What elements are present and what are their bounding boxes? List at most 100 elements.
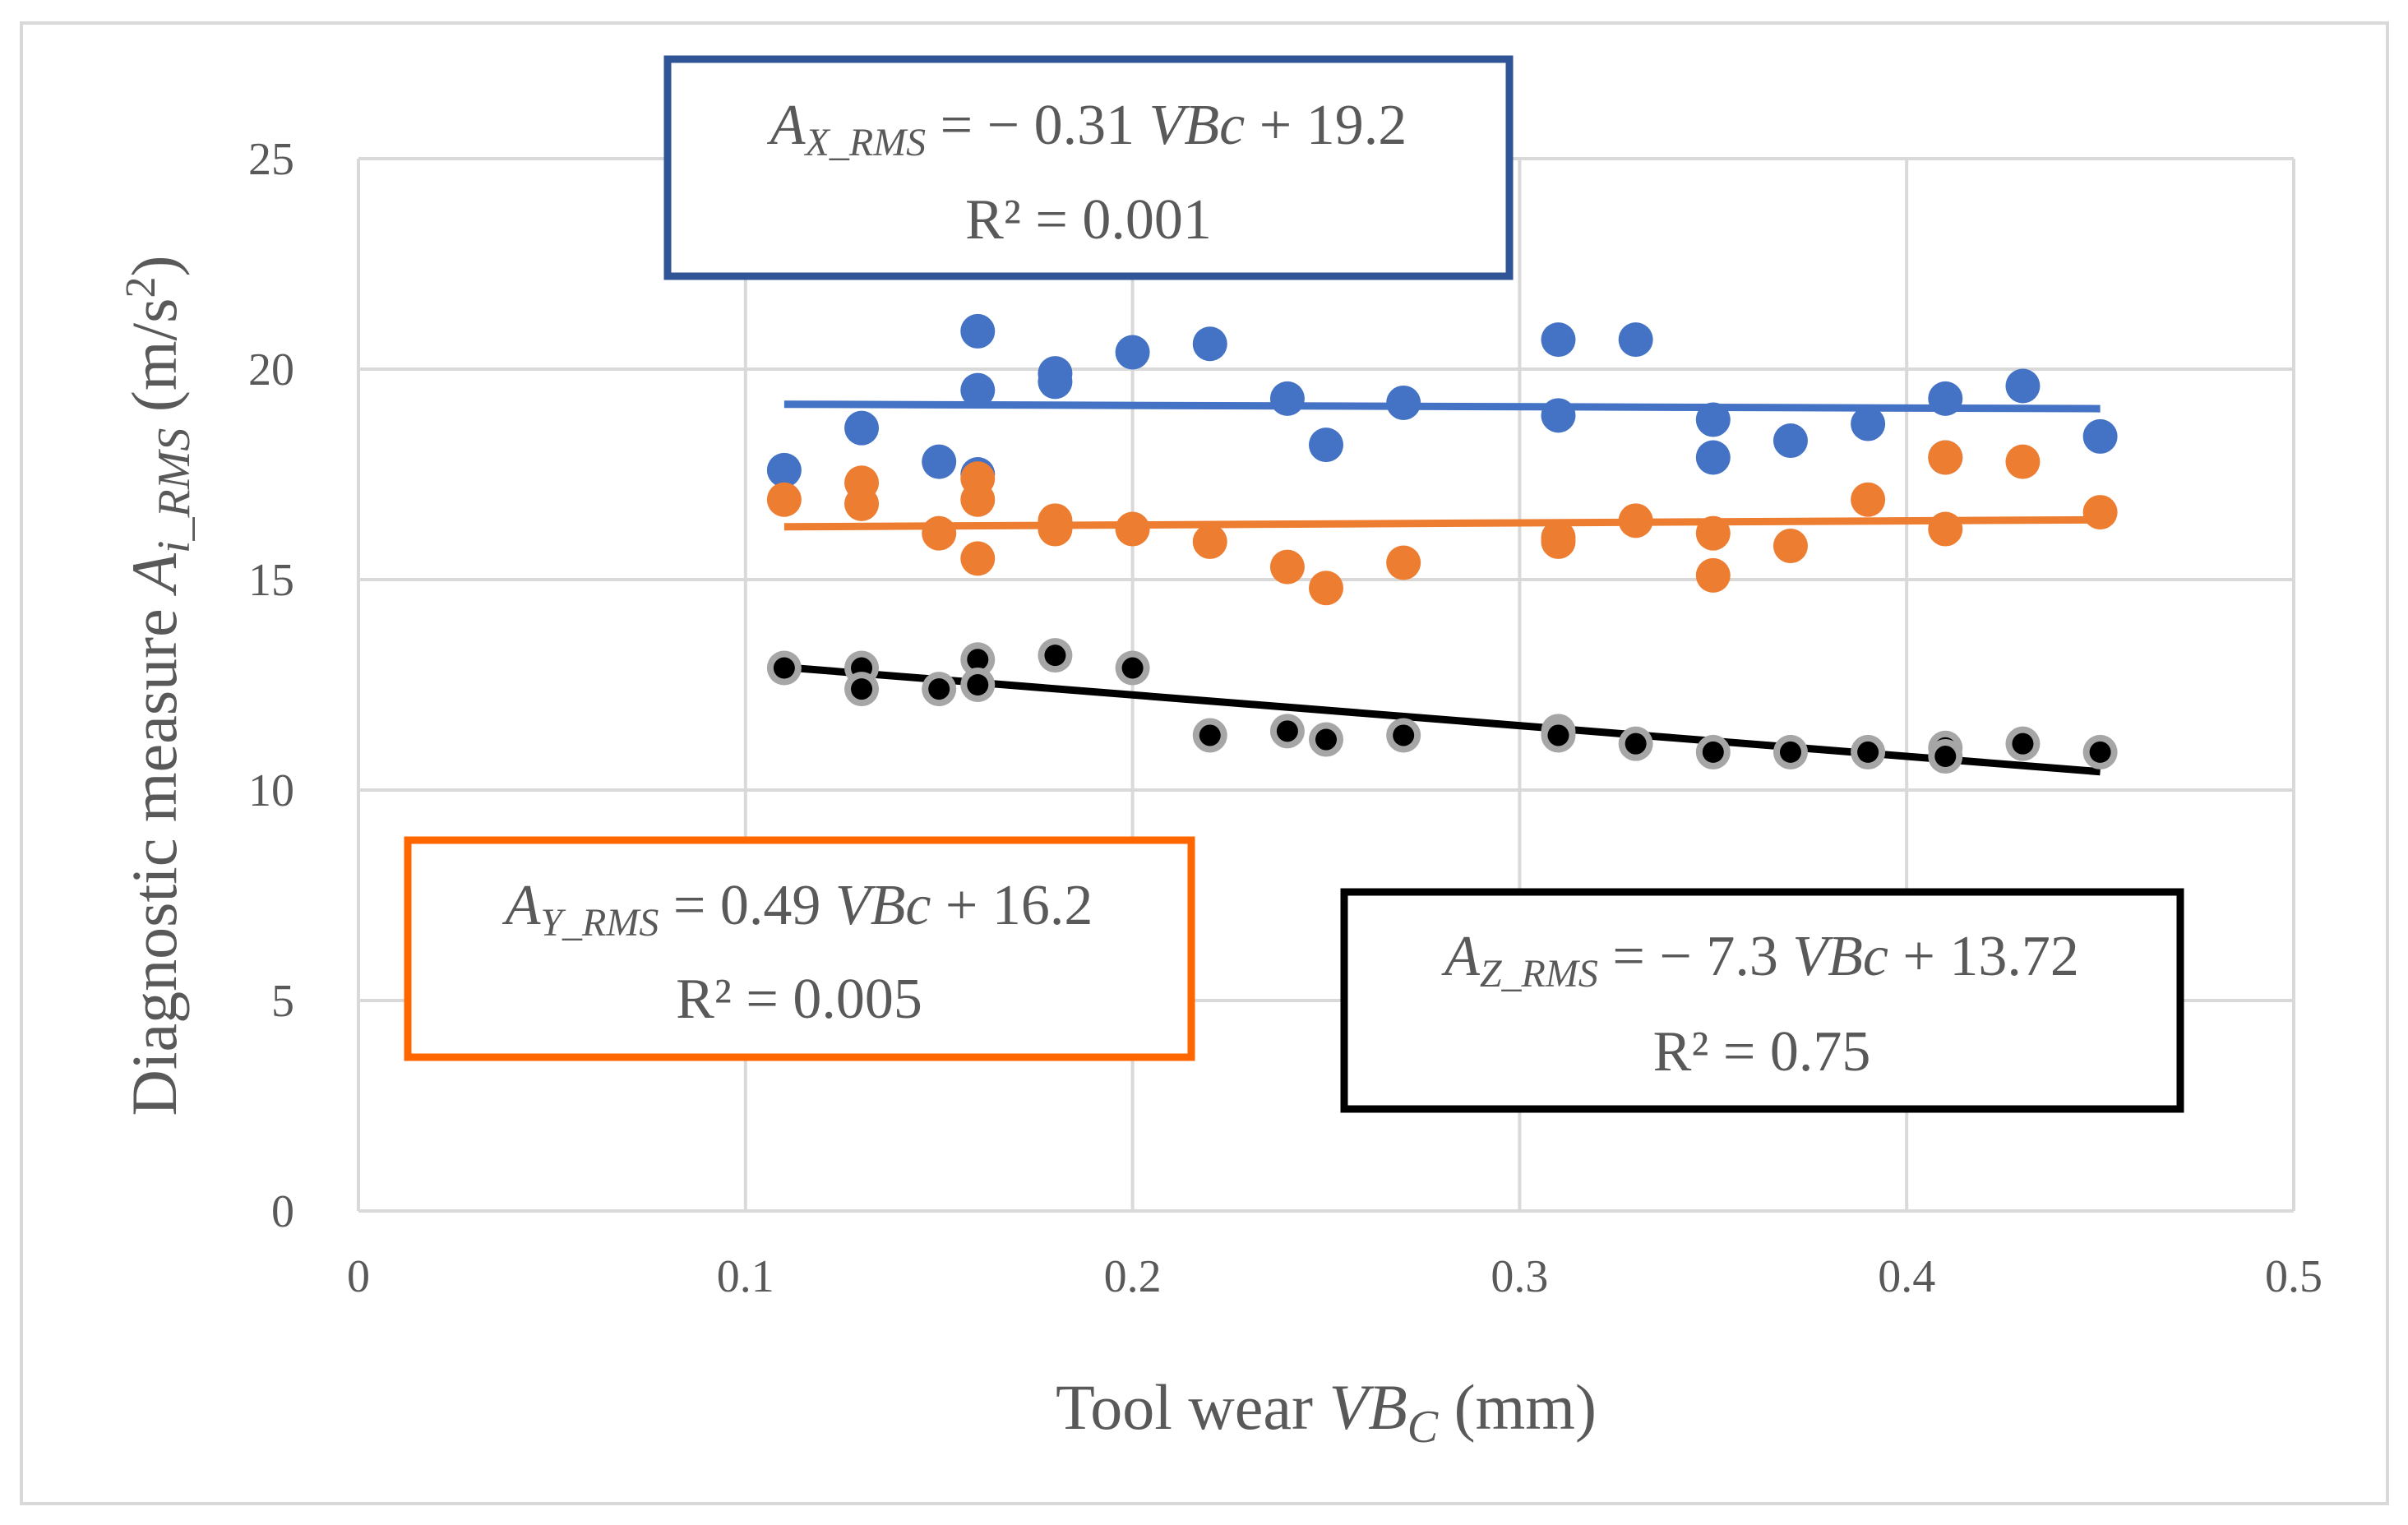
data-point (1928, 511, 1963, 547)
data-point (766, 482, 802, 517)
data-point (1393, 724, 1415, 746)
data-point (1199, 724, 1221, 746)
data-point (1695, 515, 1731, 551)
data-point (1928, 440, 1963, 475)
y-title-subscript: i_RMS (149, 428, 200, 553)
equation-rhs-post: + 13.72 (1888, 925, 2079, 988)
equation-rhs-var: VBc (1792, 925, 1888, 988)
data-point (1772, 529, 1808, 564)
data-point (922, 444, 957, 479)
data-point (1625, 732, 1647, 755)
data-point (960, 541, 996, 576)
y-tick-label: 5 (271, 976, 294, 1027)
data-point (1276, 720, 1298, 742)
data-point (1192, 326, 1227, 362)
data-point (851, 678, 873, 700)
data-point (1702, 741, 1724, 763)
data-point (1192, 524, 1227, 559)
data-point (1121, 657, 1144, 679)
data-point (928, 678, 950, 700)
data-point (1309, 571, 1343, 606)
data-point (2012, 732, 2034, 755)
data-point (960, 313, 996, 349)
y-title-var: A (118, 553, 190, 597)
equation-boxes: AX_RMS = − 0.31 VBc + 19.2R² = 0.001AY_R… (404, 55, 2184, 1113)
equation-var: A (1441, 925, 1480, 988)
data-point (1541, 524, 1576, 559)
r-squared-text: R² = 0.001 (965, 188, 1212, 252)
data-point (1115, 335, 1150, 370)
equation-rhs-post: + 16.2 (931, 874, 1093, 937)
y-tick-label: 15 (248, 555, 294, 606)
equation-var: A (502, 874, 541, 937)
equation-var: A (767, 94, 806, 157)
axis-titles: Tool wear VBC (mm) Diagnostic measure Ai_… (118, 255, 1597, 1453)
equation-box-border (663, 55, 1514, 280)
data-point (766, 452, 802, 488)
x-title-suffix: (mm) (1438, 1371, 1597, 1443)
data-point (1386, 385, 1421, 420)
data-point (1934, 746, 1957, 768)
trendline-a-y-rms (783, 515, 2101, 531)
data-point (1928, 381, 1963, 416)
equation-subscript: Y_RMS (540, 901, 659, 945)
equation-rhs-var: VBc (1149, 94, 1246, 157)
x-tick-label: 0.1 (717, 1251, 774, 1302)
data-point (1695, 557, 1731, 593)
equation-text: AY_RMS = 0.49 VBc + 16.2 (502, 874, 1093, 945)
equation-rhs-pre: = − 0.31 (926, 94, 1149, 157)
equation-rhs-pre: = − 7.3 (1598, 925, 1792, 988)
y-tick-label: 20 (248, 344, 294, 395)
data-point (844, 486, 880, 521)
data-point (1038, 511, 1073, 547)
x-title-var: VB (1329, 1371, 1407, 1443)
equation-rhs-var: VBc (835, 874, 931, 937)
data-point (1044, 645, 1066, 667)
data-point (2005, 444, 2041, 479)
trendline-a-x-rms (783, 400, 2101, 413)
x-tick-label: 0.5 (2265, 1251, 2322, 1302)
y-title-end: ) (118, 255, 190, 276)
data-point (1315, 728, 1337, 751)
x-tick-label: 0.4 (1878, 1251, 1935, 1302)
data-point (1269, 381, 1305, 416)
equation-box-a-x-rms: AX_RMS = − 0.31 VBc + 19.2 R² = 0.001 (663, 55, 1514, 280)
data-point (1269, 549, 1305, 585)
data-point (1695, 440, 1731, 475)
data-point (960, 482, 996, 517)
data-point (1772, 423, 1808, 459)
y-axis-title: Diagnostic measure Ai_RMS (m/s2) (118, 255, 200, 1116)
x-tick-label: 0.3 (1491, 1251, 1548, 1302)
x-tick-label: 0.2 (1104, 1251, 1162, 1302)
x-tick-label: 0 (347, 1251, 370, 1302)
data-point (1618, 322, 1653, 358)
data-point (967, 649, 989, 671)
y-tick-label: 10 (248, 765, 294, 816)
data-point (1851, 406, 1886, 441)
equation-rhs-pre: = 0.49 (659, 874, 834, 937)
data-point (2082, 495, 2118, 530)
data-point (844, 410, 880, 446)
y-tick-label: 25 (248, 134, 294, 185)
r-squared-text: R² = 0.005 (676, 968, 922, 1031)
data-point (1779, 741, 1801, 763)
y-title-suffix: (m/s (118, 298, 190, 427)
y-tick-label: 0 (271, 1186, 294, 1237)
data-point (2005, 368, 2041, 404)
data-point (1547, 724, 1569, 746)
equation-subscript: X_RMS (804, 121, 927, 164)
x-title-subscript: C (1407, 1402, 1439, 1453)
data-point (773, 657, 795, 679)
tick-labels: 0 0.1 0.2 0.3 0.4 0.5 0 5 10 15 20 25 (248, 134, 2322, 1302)
y-title-prefix: Diagnostic measure (118, 593, 190, 1116)
data-point (2089, 741, 2111, 763)
data-point (922, 515, 957, 551)
equation-text: AZ_RMS = − 7.3 VBc + 13.72 (1441, 925, 2079, 996)
r-squared-text: R² = 0.75 (1653, 1020, 1871, 1084)
equation-box-a-y-rms: AY_RMS = 0.49 VBc + 16.2R² = 0.005 (404, 836, 1195, 1061)
data-point (1038, 364, 1073, 400)
data-point (1309, 427, 1343, 463)
data-point (1541, 398, 1576, 433)
